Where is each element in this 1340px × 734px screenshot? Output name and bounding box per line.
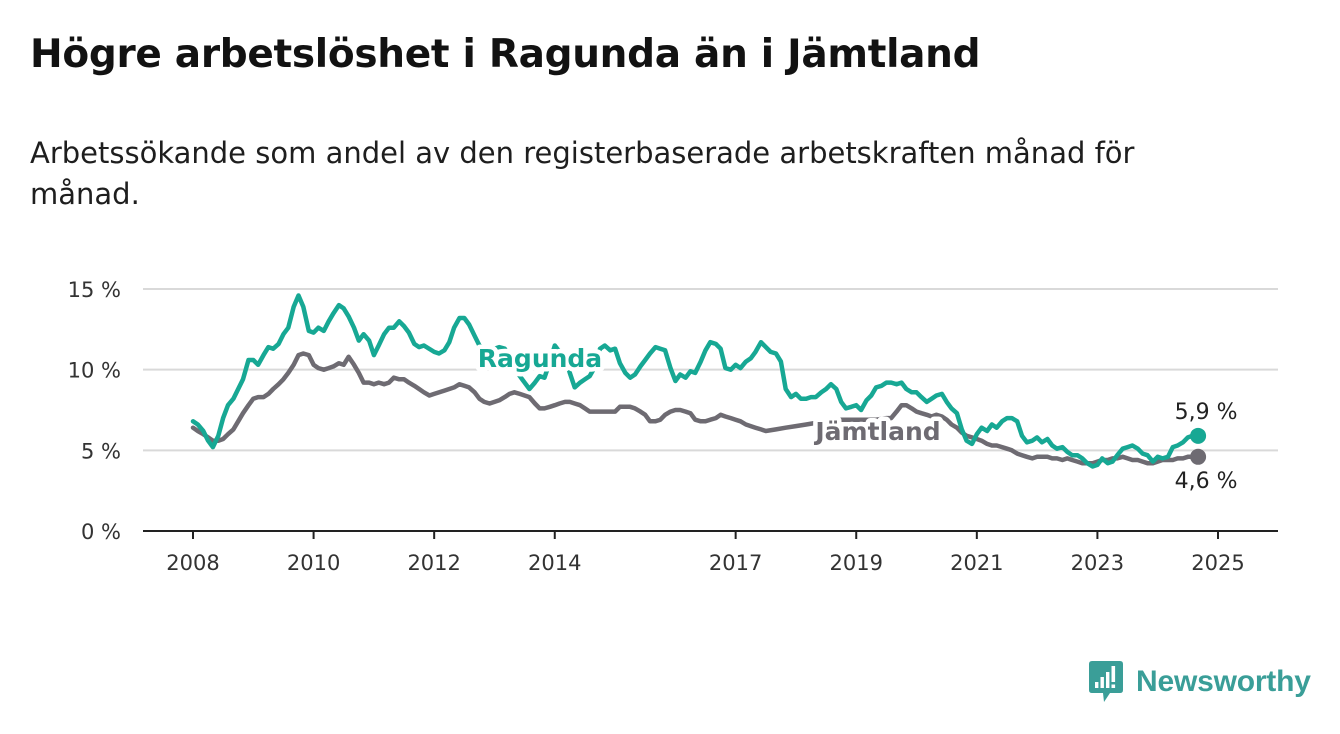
x-tick-label: 2025 xyxy=(1191,551,1244,575)
jamtland-name-label-halo: Jämtland xyxy=(813,417,940,446)
x-axis: 2008 2010 2012 2014 2017 2019 2021 2023 2025 xyxy=(143,530,1278,575)
series-lines xyxy=(190,293,1207,469)
chart-subtitle: Arbetssökande som andel av den registerb… xyxy=(30,136,1135,211)
x-tick-label: 2014 xyxy=(528,551,581,575)
jamtland-line xyxy=(190,351,1201,466)
ragunda-line xyxy=(190,293,1201,469)
brand: Newsworthy xyxy=(1088,660,1311,704)
newsworthy-logo-icon xyxy=(1089,661,1123,702)
jamtland-end-label: 4,6 % xyxy=(1175,469,1238,494)
x-tick-label: 2019 xyxy=(830,551,883,575)
x-tick-label: 2010 xyxy=(287,551,340,575)
y-axis-tick-labels: 0 % 5 % 10 % 15 % xyxy=(68,278,121,544)
y-tick-label: 0 % xyxy=(81,520,121,544)
x-tick-label: 2012 xyxy=(407,551,460,575)
chart-title: Högre arbetslöshet i Ragunda än i Jämtla… xyxy=(30,32,981,77)
gridlines xyxy=(143,288,1278,452)
jamtland-name-label: Jämtland xyxy=(813,417,940,446)
ragunda-end-label: 5,9 % xyxy=(1175,400,1238,425)
jamtland-end-point xyxy=(1190,448,1207,465)
y-tick-label: 10 % xyxy=(68,359,121,383)
ragunda-end-point xyxy=(1190,427,1207,444)
ragunda-name-label: Ragunda xyxy=(478,344,602,373)
x-tick-label: 2021 xyxy=(950,551,1003,575)
x-tick-label: 2017 xyxy=(709,551,762,575)
ragunda-name-label-halo: Ragunda xyxy=(478,344,602,373)
brand-name: Newsworthy xyxy=(1136,665,1311,698)
line-chart: 0 %5 %10 %15 % 2008 2010 2012 2014 2017 2019 2… xyxy=(68,278,1278,575)
x-tick-label: 2008 xyxy=(166,551,219,575)
y-tick-label: 15 % xyxy=(68,278,121,302)
x-tick-label: 2023 xyxy=(1071,551,1124,575)
y-tick-label: 5 % xyxy=(81,439,121,463)
